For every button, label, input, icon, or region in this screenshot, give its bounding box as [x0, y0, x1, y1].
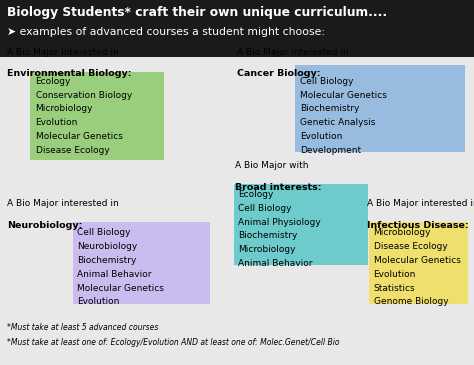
FancyBboxPatch shape [0, 0, 474, 57]
Text: Biochemistry: Biochemistry [77, 256, 137, 265]
FancyBboxPatch shape [369, 222, 468, 304]
Text: Environmental Biology:: Environmental Biology: [7, 69, 132, 78]
Text: Molecular Genetics: Molecular Genetics [77, 284, 164, 293]
Text: *Must take at least 5 advanced courses: *Must take at least 5 advanced courses [7, 323, 158, 332]
Text: Cell Biology: Cell Biology [77, 228, 131, 237]
Text: Genome Biology: Genome Biology [374, 297, 448, 307]
Text: *Must take at least one of: Ecology/Evolution AND at least one of: Molec.Genet/C: *Must take at least one of: Ecology/Evol… [7, 338, 339, 347]
Text: Biochemistry: Biochemistry [238, 231, 298, 241]
Text: Biology Students* craft their own unique curriculum....: Biology Students* craft their own unique… [7, 6, 387, 19]
Text: Neurobiology:: Neurobiology: [7, 221, 82, 230]
Text: Molecular Genetics: Molecular Genetics [36, 132, 122, 141]
Text: Cell Biology: Cell Biology [300, 77, 354, 86]
FancyBboxPatch shape [234, 184, 368, 265]
FancyBboxPatch shape [295, 65, 465, 152]
Text: Development: Development [300, 146, 361, 155]
Text: Statistics: Statistics [374, 284, 415, 293]
Text: Infectious Disease:: Infectious Disease: [367, 221, 469, 230]
Text: Ecology: Ecology [238, 190, 274, 199]
Text: Cell Biology: Cell Biology [238, 204, 292, 213]
Text: A Bio Major interested in: A Bio Major interested in [237, 47, 349, 57]
Text: Evolution: Evolution [77, 297, 119, 307]
Text: ➤ examples of advanced courses a student might choose:: ➤ examples of advanced courses a student… [7, 27, 325, 37]
Text: Genetic Analysis: Genetic Analysis [300, 118, 375, 127]
Text: Evolution: Evolution [374, 270, 416, 279]
Text: Microbiology: Microbiology [36, 104, 93, 114]
Text: Animal Physiology: Animal Physiology [238, 218, 321, 227]
Text: Animal Behavior: Animal Behavior [238, 259, 313, 268]
Text: Evolution: Evolution [36, 118, 78, 127]
Text: Neurobiology: Neurobiology [77, 242, 137, 251]
Text: Cancer Biology:: Cancer Biology: [237, 69, 320, 78]
Text: Broad interests:: Broad interests: [235, 182, 321, 192]
FancyBboxPatch shape [30, 72, 164, 160]
Text: A Bio Major interested in: A Bio Major interested in [7, 47, 119, 57]
Text: Ecology: Ecology [36, 77, 71, 86]
Text: Disease Ecology: Disease Ecology [374, 242, 447, 251]
Text: Animal Behavior: Animal Behavior [77, 270, 152, 279]
Text: Biochemistry: Biochemistry [300, 104, 359, 114]
Text: A Bio Major interested in: A Bio Major interested in [367, 199, 474, 208]
Text: Conservation Biology: Conservation Biology [36, 91, 132, 100]
Text: A Bio Major with: A Bio Major with [235, 161, 308, 170]
Text: Molecular Genetics: Molecular Genetics [300, 91, 387, 100]
Text: Evolution: Evolution [300, 132, 342, 141]
Text: Molecular Genetics: Molecular Genetics [374, 256, 460, 265]
Text: A Bio Major interested in: A Bio Major interested in [7, 199, 119, 208]
Text: Microbiology: Microbiology [374, 228, 431, 237]
Text: Microbiology: Microbiology [238, 245, 296, 254]
FancyBboxPatch shape [73, 222, 210, 304]
Text: Disease Ecology: Disease Ecology [36, 146, 109, 155]
